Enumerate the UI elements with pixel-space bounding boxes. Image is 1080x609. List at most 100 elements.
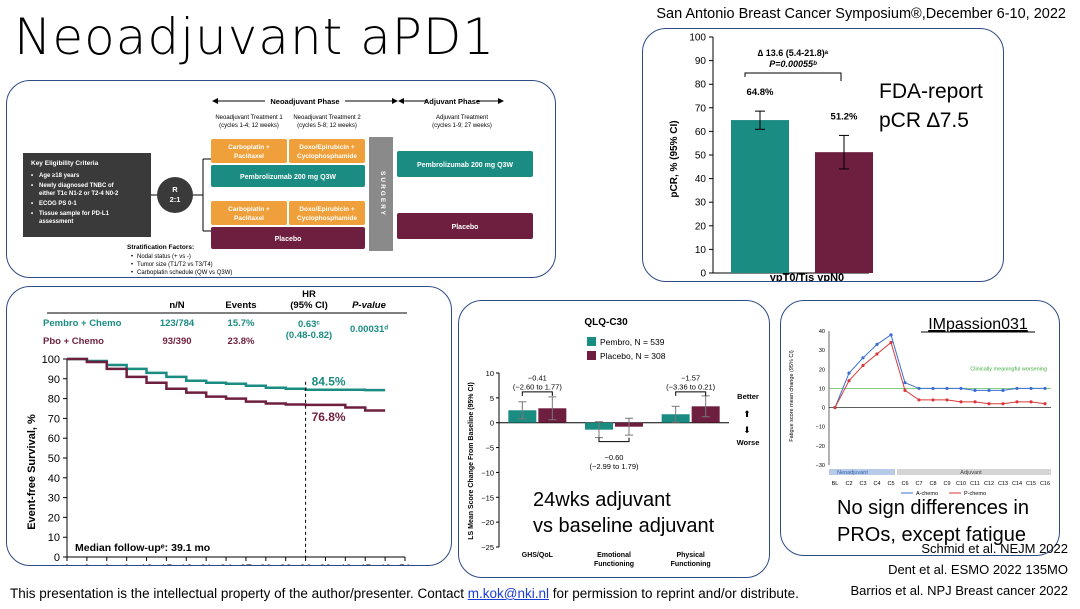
efs-y-tick-label: 0 <box>54 552 60 564</box>
contact-email-link[interactable]: m.kok@nki.nl <box>467 586 549 601</box>
efs-y-tick-label: 50 <box>48 453 60 465</box>
eligibility-item: Newly diagnosed TNBC of <box>39 183 115 189</box>
doxo-label: Cyclophosphamide <box>297 153 357 160</box>
impassion-threshold-label: Clinically meaningful worsening <box>970 366 1047 372</box>
doxo-label: Doxo/Epirubicin + <box>299 144 355 151</box>
svg-text:•: • <box>31 211 33 217</box>
pcr-y-tick-label: 10 <box>695 245 707 256</box>
efs-chart: n/N Events HR (95% CI) P-value Pembro + … <box>26 289 411 566</box>
pcr-y-tick-label: 0 <box>700 269 706 280</box>
pembro-adj-box <box>397 151 533 177</box>
pembro-neo-label: Pembrolizumab 200 mg Q3W <box>240 174 336 181</box>
impassion-legend-label: A-chemo <box>916 491 938 497</box>
efs-y-tick-label: 40 <box>48 473 60 485</box>
impassion-point <box>847 379 851 383</box>
efs-table-header: (95% CI) <box>290 300 327 311</box>
impassion-panel: IMpassion031 −30 −20 −10 0 10 20 30 40 Clinicall… <box>780 300 1060 556</box>
impassion-x-tick-label: C12 <box>984 481 994 487</box>
impassion-y-tick-label: 40 <box>819 329 825 335</box>
efs-row-hr: 0.63ᶜ <box>298 319 320 330</box>
pcr-y-tick-label: 30 <box>695 198 707 209</box>
qlq-category-label: Functioning <box>671 561 711 568</box>
qlq-y-tick-label: 10 <box>486 369 494 378</box>
trial-schema-diagram: Neoadjuvant Phase Adjuvant Phase Neoadju… <box>23 95 533 276</box>
eligibility-title: Key Eligibility Criteria <box>31 160 99 167</box>
impassion-point <box>861 363 865 368</box>
fda-note: FDA-report pCR ∆7.5 <box>879 77 983 135</box>
qlq-category-label: Functioning <box>594 561 634 568</box>
impassion-x-tick-label: C6 <box>901 481 908 487</box>
efs-y-tick-label: 20 <box>48 512 60 524</box>
strat-item: Tumor size (T1/T2 vs T3/T4) <box>137 262 213 268</box>
efs-x-tick-label: 15 <box>160 563 172 566</box>
qlq-title: QLQ-C30 <box>584 317 628 328</box>
pcr-value-label: 51.2% <box>831 111 858 122</box>
pcr-chart: 0 10 20 30 40 50 60 70 80 90 100 64.8% 51.2% pCR, % … <box>669 33 873 281</box>
placebo-neo-label: Placebo <box>275 236 302 243</box>
surgery-label: SURGERY <box>379 171 386 217</box>
qlq-bracket <box>598 437 630 443</box>
qlq-y-tick-label: −15 <box>481 493 494 502</box>
placebo-adj-label: Placebo <box>452 224 479 231</box>
impassion-y-tick-label: −10 <box>816 425 825 431</box>
impassion-x-tick-label: C8 <box>929 481 936 487</box>
pcr-y-tick-label: 90 <box>695 56 707 67</box>
impassion-point <box>1029 400 1033 404</box>
carbo-box <box>211 139 287 163</box>
impassion-legend-label: P-chemo <box>964 491 986 497</box>
qlq-category-label: GHS/QoL <box>522 552 554 559</box>
impassion-title: IMpassion031 <box>928 316 1028 333</box>
pcr-delta-label: ∆ 13.6 (5.4-21.8)ᵃ <box>758 48 829 58</box>
eligibility-item: Tissue sample for PD-L1 <box>39 211 110 217</box>
impassion-point <box>959 386 963 391</box>
svg-text:•: • <box>131 270 133 276</box>
adj-t-title: Adjuvant Treatment <box>436 115 488 121</box>
efs-y-axis-label: Event-free Survival, % <box>26 414 38 530</box>
impassion-chart: IMpassion031 −30 −20 −10 0 10 20 30 40 Clinicall… <box>789 316 1051 497</box>
efs-y-tick-label: 10 <box>48 532 60 544</box>
pcr-y-tick-label: 80 <box>695 80 707 91</box>
eligibility-item: assessment <box>39 219 73 225</box>
qlq-diff-ci-label: (−2.60 to 1.77) <box>513 382 562 391</box>
footer: This presentation is the intellectual pr… <box>10 586 799 601</box>
qlq-diff-label: −0.60 <box>605 453 624 462</box>
qlq-chart: QLQ-C30 Pembro, N = 539 Placebo, N = 308… <box>468 317 759 568</box>
fda-note-line: pCR ∆7.5 <box>879 109 969 132</box>
impassion-point <box>847 371 851 375</box>
impassion-y-tick-label: −20 <box>816 444 825 450</box>
efs-x-tick-label: 0 <box>64 563 70 566</box>
placebo-adj-box <box>397 213 533 239</box>
efs-row-events: 15.7% <box>228 318 255 329</box>
fda-note-line: FDA-report <box>879 80 983 103</box>
reference-item: Dent et al. ESMO 2022 135MO <box>888 562 1068 577</box>
randomization-label: R <box>172 185 178 194</box>
svg-text:•: • <box>131 254 133 260</box>
pcr-value-label: 64.8% <box>747 87 774 98</box>
qlq-legend-placebo-swatch <box>587 351 596 360</box>
efs-table-header: Events <box>225 300 256 311</box>
pro-note-line: No sign differences in <box>837 497 1029 519</box>
pembro-neo-box <box>211 165 365 187</box>
efs-x-tick-label: 51 <box>399 563 411 566</box>
doxo-label: Doxo/Epirubicin + <box>299 206 355 213</box>
impassion-y-tick-label: 30 <box>819 348 825 354</box>
efs-row-nn: 93/390 <box>162 336 191 347</box>
efs-x-tick-label: 24 <box>220 563 232 566</box>
neo-t1-cycles: (cycles 1-4; 12 weeks) <box>219 123 279 129</box>
qlq-bracket <box>521 391 553 396</box>
efs-panel: n/N Events HR (95% CI) P-value Pembro + … <box>6 286 452 566</box>
qlq-diff-label: −0.41 <box>528 373 547 382</box>
impassion-point <box>917 398 921 402</box>
impassion-x-tick-label: C10 <box>956 481 966 487</box>
efs-x-tick-label: 12 <box>140 563 152 566</box>
impassion-point <box>903 381 907 385</box>
impassion-x-tick-label: C2 <box>845 481 852 487</box>
qlq-category-label: Physical <box>676 552 704 559</box>
efs-x-tick-label: 36 <box>299 563 311 566</box>
carbo-label: Paclitaxel <box>234 215 264 222</box>
qlq-better-arrow: ⬆ <box>743 409 751 419</box>
references: Schmid et al. NEJM 2022 Dent et al. ESMO… <box>851 538 1069 601</box>
efs-row-events: 23.8% <box>228 336 255 347</box>
carbo-label: Carboplatin + <box>228 144 270 151</box>
doxo-box <box>289 139 365 163</box>
